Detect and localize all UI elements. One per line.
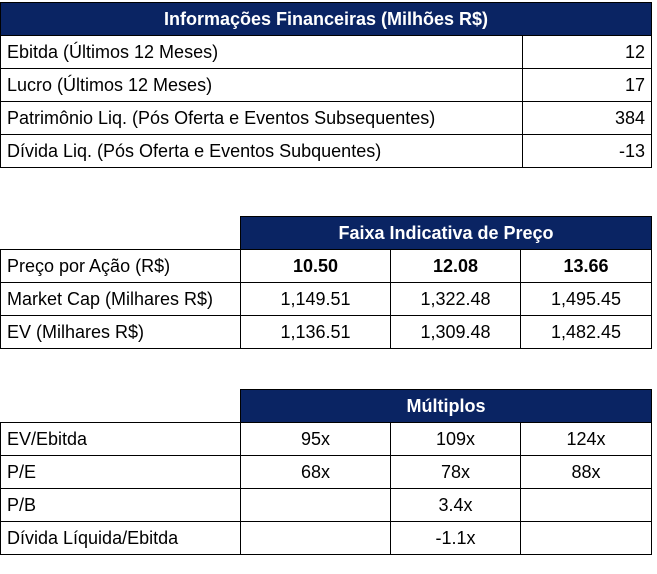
table-row: Dívida Líquida/Ebitda -1.1x (0, 521, 653, 555)
row-label: EV/Ebitda (0, 422, 241, 456)
row-value: 12 (522, 35, 652, 69)
row-label: Lucro (Últimos 12 Meses) (0, 68, 523, 102)
multiple-mid: 78x (390, 455, 521, 489)
table-row: Market Cap (Milhares R$) 1,149.51 1,322.… (0, 282, 653, 316)
table-row: Ebitda (Últimos 12 Meses) 12 (0, 35, 652, 69)
table-row: Lucro (Últimos 12 Meses) 17 (0, 68, 652, 102)
ev-mid: 1,309.48 (390, 315, 521, 349)
table-row: Patrimônio Liq. (Pós Oferta e Eventos Su… (0, 101, 652, 135)
multiple-high (519, 488, 653, 522)
market-cap-high: 1,495.45 (519, 282, 653, 316)
multiple-high: 88x (519, 455, 653, 489)
row-label: Dívida Líquida/Ebitda (0, 521, 241, 555)
row-value: 17 (522, 68, 652, 102)
price-high: 13.66 (519, 249, 653, 283)
multiple-high (519, 521, 653, 555)
multiple-low: 95x (240, 422, 391, 456)
row-label: EV (Milhares R$) (0, 315, 241, 349)
financial-info-table: Informações Financeiras (Milhões R$) Ebi… (0, 2, 652, 168)
row-value: -13 (522, 134, 652, 168)
row-label: Dívida Liq. (Pós Oferta e Eventos Subque… (0, 134, 523, 168)
multiple-high: 124x (519, 422, 653, 456)
ev-high: 1,482.45 (519, 315, 653, 349)
multiple-low: 68x (240, 455, 391, 489)
price-low: 10.50 (240, 249, 391, 283)
table-row: P/B 3.4x (0, 488, 653, 522)
financial-info-header-row: Informações Financeiras (Milhões R$) (0, 2, 652, 36)
multiples-header-row: Múltiplos (0, 389, 653, 423)
multiples-table: Múltiplos EV/Ebitda 95x 109x 124x P/E 68… (0, 389, 653, 555)
header-spacer (0, 216, 241, 250)
multiple-mid: 109x (390, 422, 521, 456)
table-row: Dívida Liq. (Pós Oferta e Eventos Subque… (0, 134, 652, 168)
multiple-low (240, 488, 391, 522)
row-value: 384 (522, 101, 652, 135)
price-range-header-row: Faixa Indicativa de Preço (0, 216, 653, 250)
header-spacer (0, 389, 241, 423)
multiples-title: Múltiplos (239, 389, 653, 423)
market-cap-low: 1,149.51 (240, 282, 391, 316)
multiple-low (240, 521, 391, 555)
price-range-title: Faixa Indicativa de Preço (239, 216, 653, 250)
ev-low: 1,136.51 (240, 315, 391, 349)
table-row: EV (Milhares R$) 1,136.51 1,309.48 1,482… (0, 315, 653, 349)
row-label: Patrimônio Liq. (Pós Oferta e Eventos Su… (0, 101, 523, 135)
price-range-table: Faixa Indicativa de Preço Preço por Ação… (0, 216, 653, 349)
price-mid: 12.08 (390, 249, 521, 283)
multiple-mid: 3.4x (390, 488, 521, 522)
table-row: Preço por Ação (R$) 10.50 12.08 13.66 (0, 249, 653, 283)
market-cap-mid: 1,322.48 (390, 282, 521, 316)
table-row: EV/Ebitda 95x 109x 124x (0, 422, 653, 456)
row-label: Preço por Ação (R$) (0, 249, 241, 283)
table-row: P/E 68x 78x 88x (0, 455, 653, 489)
financial-info-title: Informações Financeiras (Milhões R$) (0, 2, 652, 36)
row-label: P/E (0, 455, 241, 489)
row-label: Ebitda (Últimos 12 Meses) (0, 35, 523, 69)
multiple-mid: -1.1x (390, 521, 521, 555)
row-label: P/B (0, 488, 241, 522)
row-label: Market Cap (Milhares R$) (0, 282, 241, 316)
